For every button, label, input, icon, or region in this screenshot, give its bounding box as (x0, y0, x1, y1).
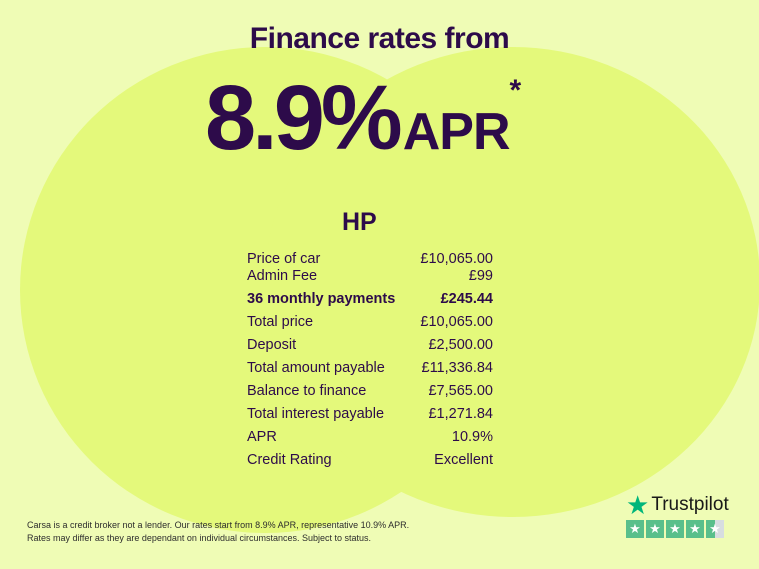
table-row: Total amount payable £11,336.84 (247, 360, 493, 383)
finance-table: Price of car £10,065.00 Admin Fee £99 36 m… (247, 251, 493, 475)
background-circle-right (265, 47, 759, 517)
table-row: Total interest payable £1,271.84 (247, 406, 493, 429)
row-label: Deposit (247, 337, 297, 353)
row-value: £11,336.84 (421, 360, 494, 376)
row-value: £1,271.84 (428, 406, 493, 422)
row-value: £7,565.00 (428, 383, 493, 399)
row-value: £2,500.00 (428, 337, 493, 353)
row-value: Excellent (434, 452, 493, 468)
row-label: Admin Fee (247, 268, 318, 284)
row-label: Credit Rating (247, 452, 332, 468)
star-icon: ★ (666, 520, 684, 538)
half-star-icon: ★ (706, 520, 724, 538)
star-icon: ★ (646, 520, 664, 538)
disclaimer: Carsa is a credit broker not a lender. O… (27, 519, 409, 544)
table-row: Price of car £10,065.00 (247, 251, 493, 268)
row-value: 10.9% (451, 429, 493, 445)
row-value: £10,065.00 (420, 314, 493, 330)
row-label: APR (247, 429, 277, 445)
product-title: HP (342, 208, 377, 236)
trustpilot-star-icon: ★ (626, 490, 650, 520)
table-row: Deposit £2,500.00 (247, 337, 493, 360)
headline: Finance rates from (249, 22, 510, 55)
row-value: £99 (468, 268, 493, 284)
row-value: £245.44 (440, 291, 493, 307)
row-label: Total amount payable (247, 360, 385, 376)
table-row: APR 10.9% (247, 429, 493, 452)
disclaimer-line: Rates may differ as they are dependant o… (27, 532, 372, 543)
apr-label: APR (402, 103, 511, 161)
table-row: Credit Rating Excellent (247, 452, 493, 475)
asterisk: * (509, 74, 522, 107)
rate-value: 8.9% (205, 67, 403, 169)
star-icon: ★ (686, 520, 704, 538)
row-value: £10,065.00 (420, 251, 493, 267)
table-row: Total price £10,065.00 (247, 314, 493, 337)
trustpilot-name: Trustpilot (651, 494, 729, 515)
row-label: Total price (247, 314, 314, 330)
rating-stars: ★ ★ ★ ★ ★ (626, 520, 729, 538)
table-row: Admin Fee £99 (247, 268, 493, 285)
trustpilot-logo: ★ Trustpilot (626, 490, 729, 520)
star-icon: ★ (626, 520, 644, 538)
row-label: Price of car (247, 251, 321, 267)
trustpilot-badge: ★ Trustpilot ★ ★ ★ ★ ★ (626, 490, 729, 538)
row-label: 36 monthly payments (247, 291, 396, 307)
row-label: Total interest payable (247, 406, 385, 422)
rate-headline: 8.9%APR* (205, 66, 521, 171)
disclaimer-line: Carsa is a credit broker not a lender. O… (27, 520, 410, 530)
row-label: Balance to finance (247, 383, 367, 399)
table-row: Balance to finance £7,565.00 (247, 383, 493, 406)
table-row: 36 monthly payments £245.44 (247, 291, 493, 314)
